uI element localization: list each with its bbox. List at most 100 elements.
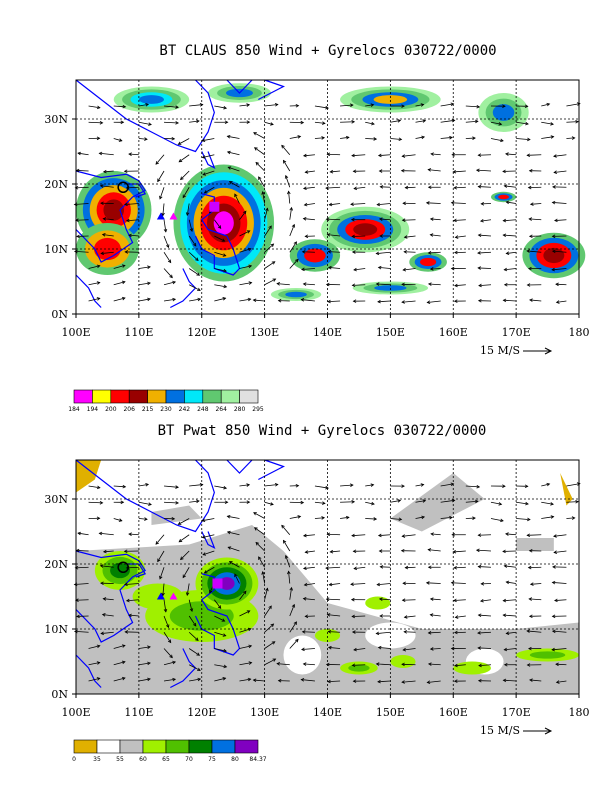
colorbar-swatch bbox=[110, 389, 130, 404]
wind-vector bbox=[427, 680, 441, 683]
wind-vector bbox=[264, 605, 272, 617]
wind-vector-head bbox=[425, 201, 430, 205]
field-contour bbox=[283, 635, 322, 675]
wind-vector-head bbox=[377, 265, 382, 270]
wind-vector-head bbox=[101, 613, 106, 617]
wind-vector-head bbox=[189, 608, 194, 613]
wind-vector-head bbox=[252, 678, 257, 683]
wind-vector bbox=[202, 154, 215, 158]
wind-vector bbox=[478, 186, 491, 188]
gyre-square-marker bbox=[209, 201, 220, 212]
wind-vector bbox=[178, 518, 190, 525]
wind-vector-head bbox=[100, 201, 104, 206]
wind-vector bbox=[163, 648, 173, 658]
wind-vector bbox=[103, 218, 114, 221]
wind-vector bbox=[566, 137, 575, 139]
wind-vector-head bbox=[302, 566, 307, 571]
y-tick-label: 20N bbox=[44, 178, 68, 191]
wind-vector-head bbox=[472, 136, 476, 140]
wind-vector-head bbox=[295, 258, 299, 263]
wind-vector bbox=[490, 138, 504, 142]
wind-vector bbox=[163, 485, 179, 488]
wind-vector bbox=[178, 138, 190, 145]
x-tick-label: 140E bbox=[313, 326, 342, 339]
wind-vector bbox=[402, 534, 416, 537]
wind-vector-head bbox=[351, 234, 356, 239]
wind-vector bbox=[264, 121, 274, 125]
wind-vector bbox=[103, 550, 114, 553]
field-contour bbox=[529, 651, 566, 659]
wind-vector-head bbox=[475, 168, 480, 173]
wind-vector bbox=[376, 631, 391, 634]
wind-vector-head bbox=[302, 186, 307, 191]
wind-vector bbox=[314, 517, 325, 519]
wind-vector bbox=[138, 282, 151, 286]
wind-vector bbox=[163, 268, 173, 278]
field-contour bbox=[390, 655, 416, 668]
wind-vector bbox=[188, 631, 199, 641]
wind-vector bbox=[239, 265, 252, 269]
x-tick-label: 180 bbox=[569, 326, 590, 339]
wind-vector-head bbox=[99, 184, 104, 188]
wind-vector-head bbox=[276, 282, 281, 286]
wind-vector-head bbox=[328, 202, 333, 207]
wind-vector-head bbox=[223, 485, 228, 490]
wind-vector bbox=[490, 121, 502, 125]
wind-vector bbox=[214, 105, 227, 109]
wind-vector-head bbox=[74, 565, 79, 570]
wind-vector bbox=[289, 259, 299, 269]
wind-vector-head bbox=[375, 662, 380, 666]
wind-vector bbox=[163, 661, 176, 666]
wind-vector-head bbox=[326, 233, 331, 237]
wind-vector-head bbox=[377, 645, 382, 650]
wind-vector-head bbox=[144, 137, 148, 141]
wind-vector bbox=[431, 533, 441, 536]
x-tick-label: 170E bbox=[502, 326, 531, 339]
wind-vector-head bbox=[421, 135, 426, 140]
wind-vector-head bbox=[303, 582, 308, 587]
wind-vector bbox=[403, 648, 416, 651]
wind-vector bbox=[113, 281, 126, 286]
wind-vector-head bbox=[502, 169, 506, 174]
wind-vector bbox=[390, 518, 402, 520]
wind-vector-head bbox=[351, 614, 356, 619]
wind-vector bbox=[516, 501, 529, 505]
wind-vector-head bbox=[124, 582, 128, 587]
wind-vector-head bbox=[505, 532, 509, 536]
wind-vector-head bbox=[398, 137, 403, 142]
wind-vector-head bbox=[295, 483, 300, 488]
wind-vector bbox=[430, 268, 441, 270]
wind-vector bbox=[476, 549, 491, 552]
wind-vector bbox=[102, 234, 114, 237]
wind-vector-head bbox=[351, 250, 356, 254]
panel2-wind-vectors bbox=[73, 482, 581, 684]
wind-vector-head bbox=[297, 135, 302, 139]
wind-vector-head bbox=[375, 282, 380, 286]
wind-vector bbox=[328, 631, 341, 633]
y-tick-label: 30N bbox=[44, 113, 68, 126]
wind-vector-head bbox=[402, 581, 406, 586]
wind-vector-head bbox=[326, 152, 331, 157]
wind-vector-head bbox=[402, 647, 407, 652]
wind-vector bbox=[541, 483, 550, 487]
wind-vector bbox=[378, 647, 391, 649]
wind-vector bbox=[350, 203, 366, 205]
wind-vector bbox=[415, 136, 425, 139]
wind-vector-head bbox=[554, 218, 558, 223]
wind-vector-head bbox=[284, 174, 289, 179]
wind-vector bbox=[88, 265, 100, 269]
wind-vector-head bbox=[121, 644, 126, 648]
wind-vector bbox=[451, 202, 466, 204]
wind-vector-head bbox=[76, 614, 80, 619]
wind-vector-head bbox=[425, 581, 430, 585]
wind-vector bbox=[304, 583, 315, 586]
wind-vector bbox=[478, 647, 491, 649]
colorbar-tick-label: 84.37 bbox=[249, 756, 266, 763]
gyre-triangle-marker bbox=[156, 592, 165, 600]
wind-vector-head bbox=[378, 597, 383, 601]
wind-vector bbox=[214, 268, 227, 272]
wind-vector bbox=[365, 501, 375, 505]
wind-vector-head bbox=[270, 623, 275, 628]
wind-vector bbox=[264, 588, 268, 600]
wind-vector bbox=[503, 299, 517, 302]
